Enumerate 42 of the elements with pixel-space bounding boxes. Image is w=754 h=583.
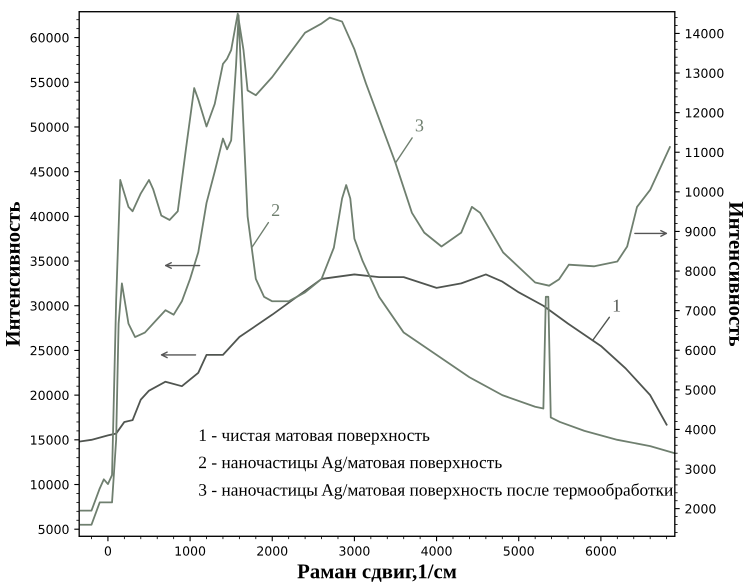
annotation: 3 - наночастицы Ag/матовая поверхность после термообработки [199, 483, 673, 500]
x-axis-title: Раман сдвиг,1/см [297, 564, 456, 582]
y-tick-label: 10000 [31, 480, 69, 490]
y2-tick-label: 11000 [686, 148, 724, 158]
y-tick-label: 25000 [30, 346, 69, 356]
x-tick-label: 5000 [504, 546, 534, 556]
y2-tick-label: 12000 [686, 108, 724, 118]
y-tick-label: 35000 [30, 256, 69, 266]
x-tick-label: 3000 [339, 546, 370, 556]
series-label: 1 [614, 300, 620, 312]
x-tick-label: 2000 [257, 546, 288, 556]
annotation: 2 - наночастицы Ag/матовая поверхность [199, 456, 502, 472]
x-tick-label: 6000 [586, 546, 616, 556]
y2-tick-label: 13000 [686, 68, 724, 78]
series-label: 3 [416, 119, 424, 132]
x-tick-label: 1000 [176, 546, 206, 556]
y2-tick-label: 9000 [685, 226, 716, 236]
annotation: 1 - чистая матовая поверхность [200, 429, 430, 445]
y-tick-label: 55000 [30, 78, 69, 88]
y-tick-label: 40000 [30, 212, 69, 222]
y-tick-label: 50000 [30, 122, 69, 132]
y-axis-title: Интенсивность [6, 202, 20, 346]
y2-tick-label: 2000 [685, 504, 716, 514]
y2-tick-label: 4000 [685, 424, 716, 434]
y-tick-label: 45000 [30, 167, 69, 177]
y2-tick-label: 3000 [686, 464, 716, 474]
x-tick-label: 0 [104, 546, 112, 556]
series-label: 2 [272, 204, 280, 216]
y2-tick-label: 5000 [686, 385, 716, 395]
y2-axis-title: Интенсивность [729, 202, 743, 346]
y2-tick-label: 14000 [686, 28, 724, 38]
y-tick-label: 30000 [30, 301, 69, 311]
y-tick-label: 20000 [30, 390, 69, 400]
x-tick-label: 4000 [421, 546, 452, 556]
y-tick-label: 60000 [30, 33, 69, 43]
line-series [79, 274, 668, 443]
y2-tick-label: 7000 [686, 306, 716, 316]
y2-tick-label: 6000 [685, 346, 716, 356]
y2-tick-label: 8000 [685, 266, 716, 276]
y-tick-label: 5000 [38, 524, 69, 534]
y2-tick-label: 10000 [686, 187, 724, 197]
y-tick-label: 15000 [31, 435, 69, 445]
